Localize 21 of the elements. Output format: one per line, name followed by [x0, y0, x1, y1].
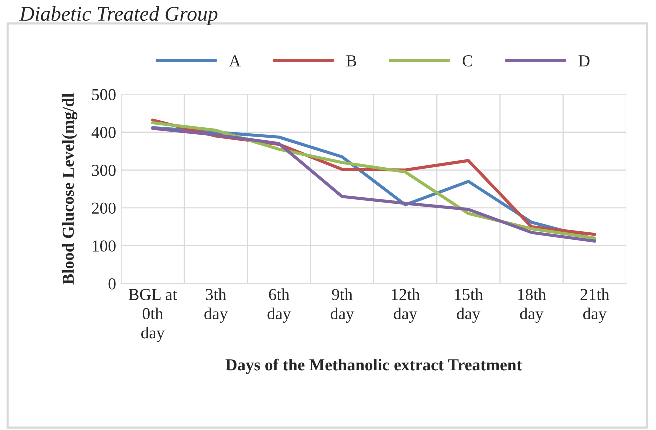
x-axis-title: Days of the Methanolic extract Treatment — [226, 358, 522, 374]
y-tick-label: 300 — [92, 164, 116, 176]
x-tick-label: 3th day — [204, 288, 228, 323]
x-tick-label: 6th day — [268, 288, 292, 323]
y-tick-label: 500 — [92, 89, 116, 101]
y-tick-label: 0 — [108, 278, 116, 290]
y-axis-title: Blood Glucose Level(mg/dl — [62, 94, 78, 285]
x-tick-label: 12th day — [392, 288, 420, 323]
x-tick-label: 9th day — [330, 288, 354, 323]
y-tick-label: 100 — [92, 240, 116, 252]
x-tick-label: 15th day — [455, 288, 484, 323]
y-tick-label: 200 — [92, 202, 116, 214]
y-tick-label: 400 — [92, 127, 116, 138]
x-tick-label: BGL at 0th day — [128, 289, 178, 342]
legend-label: B — [346, 56, 356, 67]
x-tick-label: 18th day — [518, 288, 546, 323]
legend-label: D — [578, 56, 590, 67]
chart-title: Diabetic Treated Group — [19, 6, 218, 26]
x-tick-label: 21th day — [580, 288, 610, 323]
legend-label: C — [462, 56, 472, 67]
legend-label: A — [229, 56, 242, 67]
